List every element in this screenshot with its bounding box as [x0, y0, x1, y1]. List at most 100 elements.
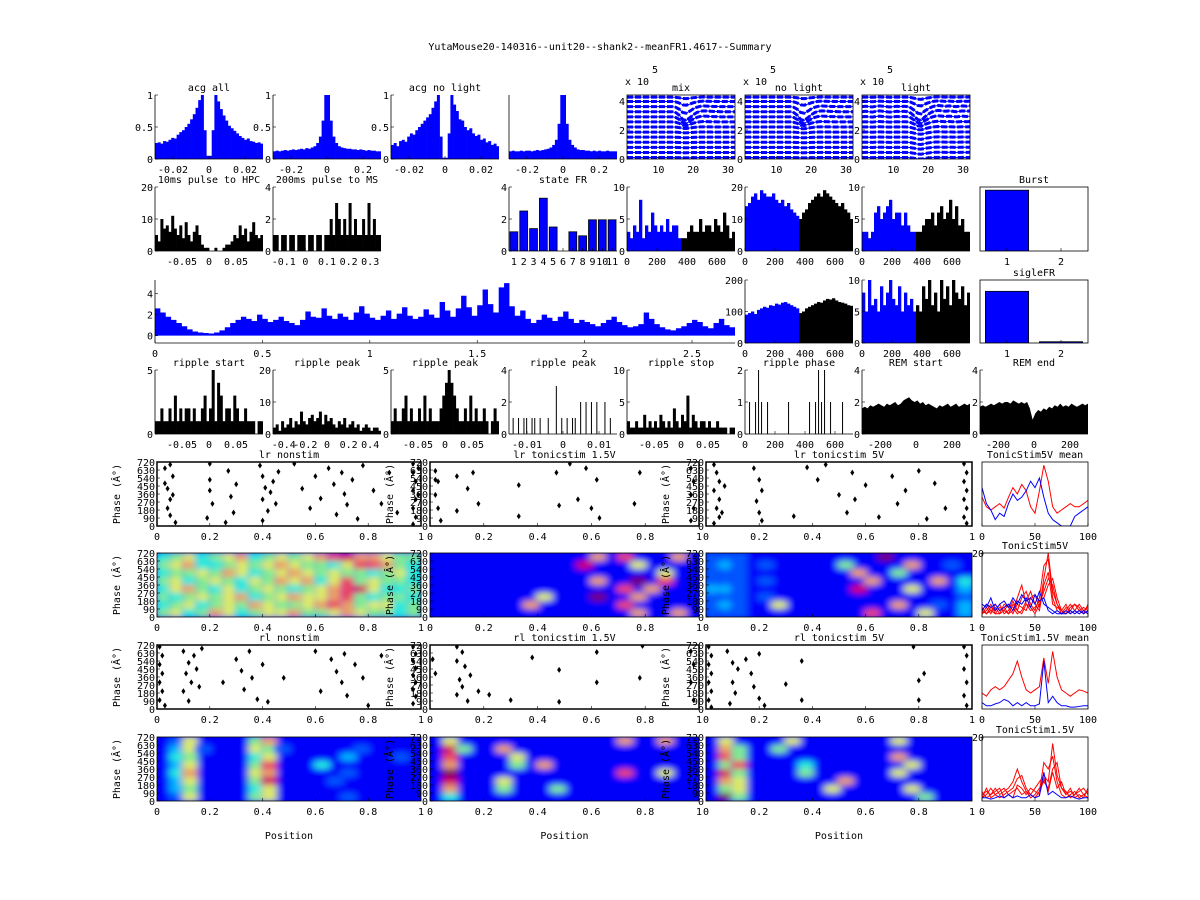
spike-marker	[837, 491, 841, 498]
spike-marker	[168, 462, 173, 468]
hist-bar	[176, 235, 180, 251]
spike-marker	[711, 487, 716, 494]
hist-bar	[450, 382, 454, 434]
hist-bar	[297, 235, 301, 251]
hist-bar	[552, 144, 556, 159]
heatmap-cell	[299, 585, 319, 593]
heatmap-cell	[716, 769, 736, 777]
hist-bar	[766, 196, 770, 251]
hist-bar	[168, 139, 172, 159]
hist-bar	[356, 150, 360, 159]
spike-marker	[207, 476, 212, 483]
heatmap-cell	[167, 737, 187, 745]
spike-marker	[160, 688, 165, 695]
hist-bar	[225, 408, 229, 434]
hist-bar	[211, 130, 215, 159]
x-tick-label: 0.2	[340, 257, 358, 268]
hist-bar	[273, 151, 276, 159]
heatmap-cell	[876, 553, 895, 561]
hist-bar	[519, 150, 523, 159]
plot-area	[273, 95, 381, 159]
hist-bar	[796, 308, 800, 343]
hist-bar	[340, 424, 344, 434]
y-tick-label: 720	[410, 549, 428, 560]
waveform-line	[627, 126, 735, 129]
hist-bar	[155, 421, 158, 434]
spike-marker	[413, 650, 418, 657]
hist-bar	[805, 209, 809, 251]
hist-bar	[571, 144, 575, 159]
panel-title: lr nonstim	[259, 450, 319, 461]
y-tick-label: 0	[698, 705, 704, 716]
heatmap-cell	[716, 777, 736, 785]
y-tick-label: 720	[686, 549, 704, 560]
waveform-line	[627, 100, 735, 106]
heatmap-cell	[849, 569, 869, 577]
spike-marker	[584, 465, 589, 472]
panel-title: 10ms pulse to HPC	[158, 175, 260, 186]
hist-bar	[868, 280, 872, 343]
hist-bar	[820, 302, 824, 343]
hist-bar	[447, 370, 451, 434]
hist-bar	[316, 143, 320, 159]
hist-bar	[778, 203, 782, 251]
heatmap-cell	[956, 577, 972, 585]
exponent-power: 5	[887, 65, 893, 76]
hist-bar	[291, 149, 295, 159]
waveform-line	[862, 115, 970, 124]
x-tick-label: 0.2	[475, 532, 493, 543]
heatmap-background	[430, 553, 699, 617]
heatmap-cell	[246, 753, 266, 761]
spike-marker	[160, 670, 165, 677]
heatmap-cell	[956, 585, 972, 593]
hist-bar	[662, 421, 666, 434]
hist-bar	[814, 196, 818, 251]
heatmap-cell	[193, 601, 213, 609]
spike-marker	[711, 462, 716, 468]
hist-bar	[710, 427, 714, 434]
spike-marker	[265, 507, 270, 514]
hist-bar	[275, 235, 279, 251]
hist-bar	[359, 149, 363, 159]
heatmap-cell	[902, 585, 922, 593]
spike-marker	[271, 478, 276, 485]
spike-marker	[557, 502, 562, 509]
heatmap-cell	[312, 609, 332, 617]
plot-area	[155, 370, 263, 434]
spike-marker	[292, 462, 297, 467]
spike-marker	[852, 496, 857, 503]
heatmap-cell	[167, 593, 187, 601]
heatmap-cell	[339, 569, 358, 577]
heatmap-cell	[259, 601, 279, 609]
heatmap-cell	[167, 777, 187, 785]
heatmap-cell	[378, 609, 398, 617]
plot-area	[509, 95, 617, 159]
heatmap-cell	[378, 561, 398, 569]
hist-bar	[913, 231, 917, 251]
x-tick-label: 0	[427, 715, 433, 726]
y-tick-label: 0	[149, 797, 155, 808]
heatmap-cell	[929, 601, 949, 609]
hist-bar	[663, 231, 667, 251]
hist-bar	[209, 155, 212, 159]
heatmap-cell	[259, 745, 279, 753]
hist-bar	[345, 148, 349, 159]
heatmap-cell	[233, 609, 253, 617]
hist-bar	[496, 421, 499, 434]
heatmap-cell	[756, 577, 776, 585]
y-tick-label: 360	[686, 673, 704, 684]
heatmap-cell	[440, 745, 460, 753]
hist-bar	[157, 421, 161, 434]
heatmap-cell	[862, 577, 882, 585]
hist-bar	[949, 199, 953, 251]
spike-marker	[751, 683, 756, 690]
hist-bar	[418, 127, 421, 159]
x-tick-label: 5	[550, 257, 556, 268]
hist-bar	[176, 421, 180, 434]
hist-bar	[348, 424, 352, 434]
waveform-line	[862, 100, 970, 107]
y-tick-label: 540	[137, 474, 155, 485]
x-tick-label: 200	[1061, 440, 1079, 451]
heatmap-cell	[167, 793, 187, 801]
hist-bar	[910, 298, 914, 343]
